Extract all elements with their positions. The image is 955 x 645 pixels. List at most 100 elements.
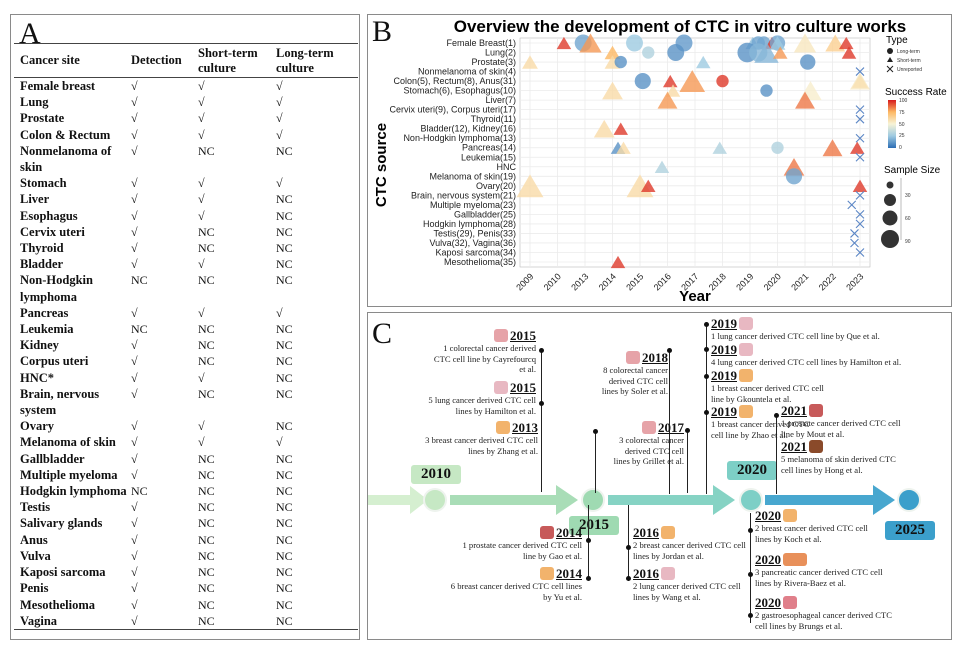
legend-type-long: Long-term [897, 49, 920, 55]
entry-text: 1 breast cancer derived CTC cell line by… [711, 419, 810, 440]
cell-long-term: √ [276, 79, 283, 93]
size-legend-circle [882, 210, 898, 226]
lung-icon [739, 317, 754, 330]
cell-short-term: √ [198, 127, 205, 142]
data-point-short-term [522, 55, 538, 69]
data-point-long-term [626, 34, 643, 52]
data-point-short-term [772, 46, 788, 59]
legend-type-title: Type [886, 35, 908, 46]
data-point-long-term [760, 84, 773, 97]
cell-short-term: NC [198, 322, 215, 337]
cell-short-term: NC [198, 484, 215, 499]
cell-detection: NC [131, 273, 148, 288]
cell-detection: NC [131, 322, 148, 337]
table-row: Non-Hodgkin lymphoma NC NC NC [14, 272, 358, 304]
data-point-long-term [800, 54, 816, 70]
cell-detection: √ [131, 451, 138, 466]
cell-long-term: NC [276, 484, 293, 499]
timeline-dot [667, 348, 672, 353]
cell-detection: √ [131, 597, 138, 612]
cell-detection: √ [131, 467, 138, 482]
size-legend-circle [881, 230, 899, 248]
cell-short-term: √ [198, 435, 205, 450]
table-row: Bladder √ √ NC [14, 256, 358, 272]
cell-detection: √ [131, 224, 138, 239]
cell-cancer-site: Mesothelioma [20, 597, 95, 612]
cell-long-term: NC [276, 581, 293, 596]
header-cancer-site: Cancer site [20, 53, 80, 67]
colorbar-tick: 100 [899, 98, 908, 104]
timeline-entry: 2013 3 breast cancer derived CTC cell li… [418, 421, 538, 456]
table-row: Hodgkin lymphoma NC NC NC [14, 483, 358, 499]
entry-text: 6 breast cancer derived CTC cell lines b… [450, 581, 582, 602]
panel-b-chart: B Overview the development of CTC in vit… [367, 14, 952, 307]
cell-short-term: NC [198, 338, 215, 353]
cell-cancer-site: Esophagus [20, 208, 78, 223]
data-point-unreported [855, 248, 865, 257]
cell-long-term: NC [276, 500, 293, 515]
cell-short-term: NC [198, 143, 215, 158]
data-point-unreported [855, 152, 865, 162]
cell-long-term: NC [276, 257, 293, 272]
legend-cross-icon [886, 65, 894, 73]
entry-text: 1 prostate cancer derived CTC cell line … [462, 540, 582, 561]
data-point-short-term [850, 72, 870, 90]
timeline-dot [685, 428, 690, 433]
table-row: Thyroid √ NC NC [14, 240, 358, 256]
table-row: Leukemia NC NC NC [14, 321, 358, 337]
entry-year: 2016 [633, 566, 659, 581]
cell-detection: √ [131, 548, 138, 563]
y-tick-label: Melanoma of skin(19) [429, 171, 516, 181]
timeline-entry: 2020 2 breast cancer derived CTC cell li… [755, 509, 883, 544]
y-tick-label: Prostate(3) [471, 57, 516, 67]
y-tick-label: Multiple myeloma(23) [430, 200, 516, 210]
y-tick-label: Cervix uteri(9), Corpus uteri(17) [389, 105, 516, 115]
milestone-label-2010: 2010 [411, 465, 461, 484]
data-point-short-term [793, 33, 817, 53]
timeline-dot [626, 576, 631, 581]
entry-text: 1 prostate cancer derived CTC cell line … [781, 418, 901, 439]
entry-year: 2021 [781, 403, 807, 418]
legend-success-title: Success Rate [885, 87, 947, 98]
table-row: Nonmelanoma of skin √ NC NC [14, 143, 358, 175]
timeline-dot [539, 348, 544, 353]
cell-long-term: NC [276, 273, 293, 288]
milestone-circle-2015 [581, 488, 605, 512]
colorbar-tick: 0 [899, 145, 902, 151]
cell-short-term: NC [198, 354, 215, 369]
data-point-short-term [822, 139, 843, 157]
table-row: Anus √ NC NC [14, 532, 358, 548]
y-tick-label: Vulva(32), Vagina(36) [429, 238, 516, 248]
cell-cancer-site: Liver [20, 192, 50, 207]
data-point-unreported [855, 219, 865, 229]
cell-long-term: √ [276, 305, 283, 320]
cell-detection: √ [131, 192, 138, 207]
data-point-short-term [662, 74, 678, 88]
cell-cancer-site: Colon & Rectum [20, 127, 111, 142]
timeline-entry: 2019 1 lung cancer derived CTC cell line… [711, 317, 911, 342]
milestone-label-2020: 2020 [727, 461, 777, 480]
cell-detection: √ [131, 257, 138, 272]
data-point-short-term [593, 119, 615, 138]
x-axis-title: Year [679, 288, 711, 305]
timeline-arrow-2020-2025 [765, 485, 895, 515]
cell-detection: √ [131, 208, 138, 223]
entry-year: 2016 [633, 525, 659, 540]
x-tick-label: 2023 [844, 271, 865, 292]
data-point-short-term [665, 84, 681, 97]
connector-line [595, 431, 597, 493]
cell-detection: √ [131, 370, 138, 385]
table-row: HNC* √ √ NC [14, 370, 358, 386]
colorbar-tick: 25 [899, 133, 905, 139]
entry-text: 2 gastroesophageal cancer derived CTC ce… [755, 610, 892, 631]
colorbar-tick: 50 [899, 122, 905, 128]
cell-long-term: NC [276, 370, 293, 385]
timeline-entry: 2014 1 prostate cancer derived CTC cell … [450, 526, 582, 561]
x-tick-label: 2020 [762, 271, 783, 292]
success-rate-colorbar [888, 100, 896, 148]
data-point-short-term [769, 36, 786, 50]
data-point-unreported [847, 200, 857, 210]
cell-short-term: NC [198, 581, 215, 596]
connector-line [541, 350, 543, 492]
data-point-unreported [855, 190, 865, 200]
